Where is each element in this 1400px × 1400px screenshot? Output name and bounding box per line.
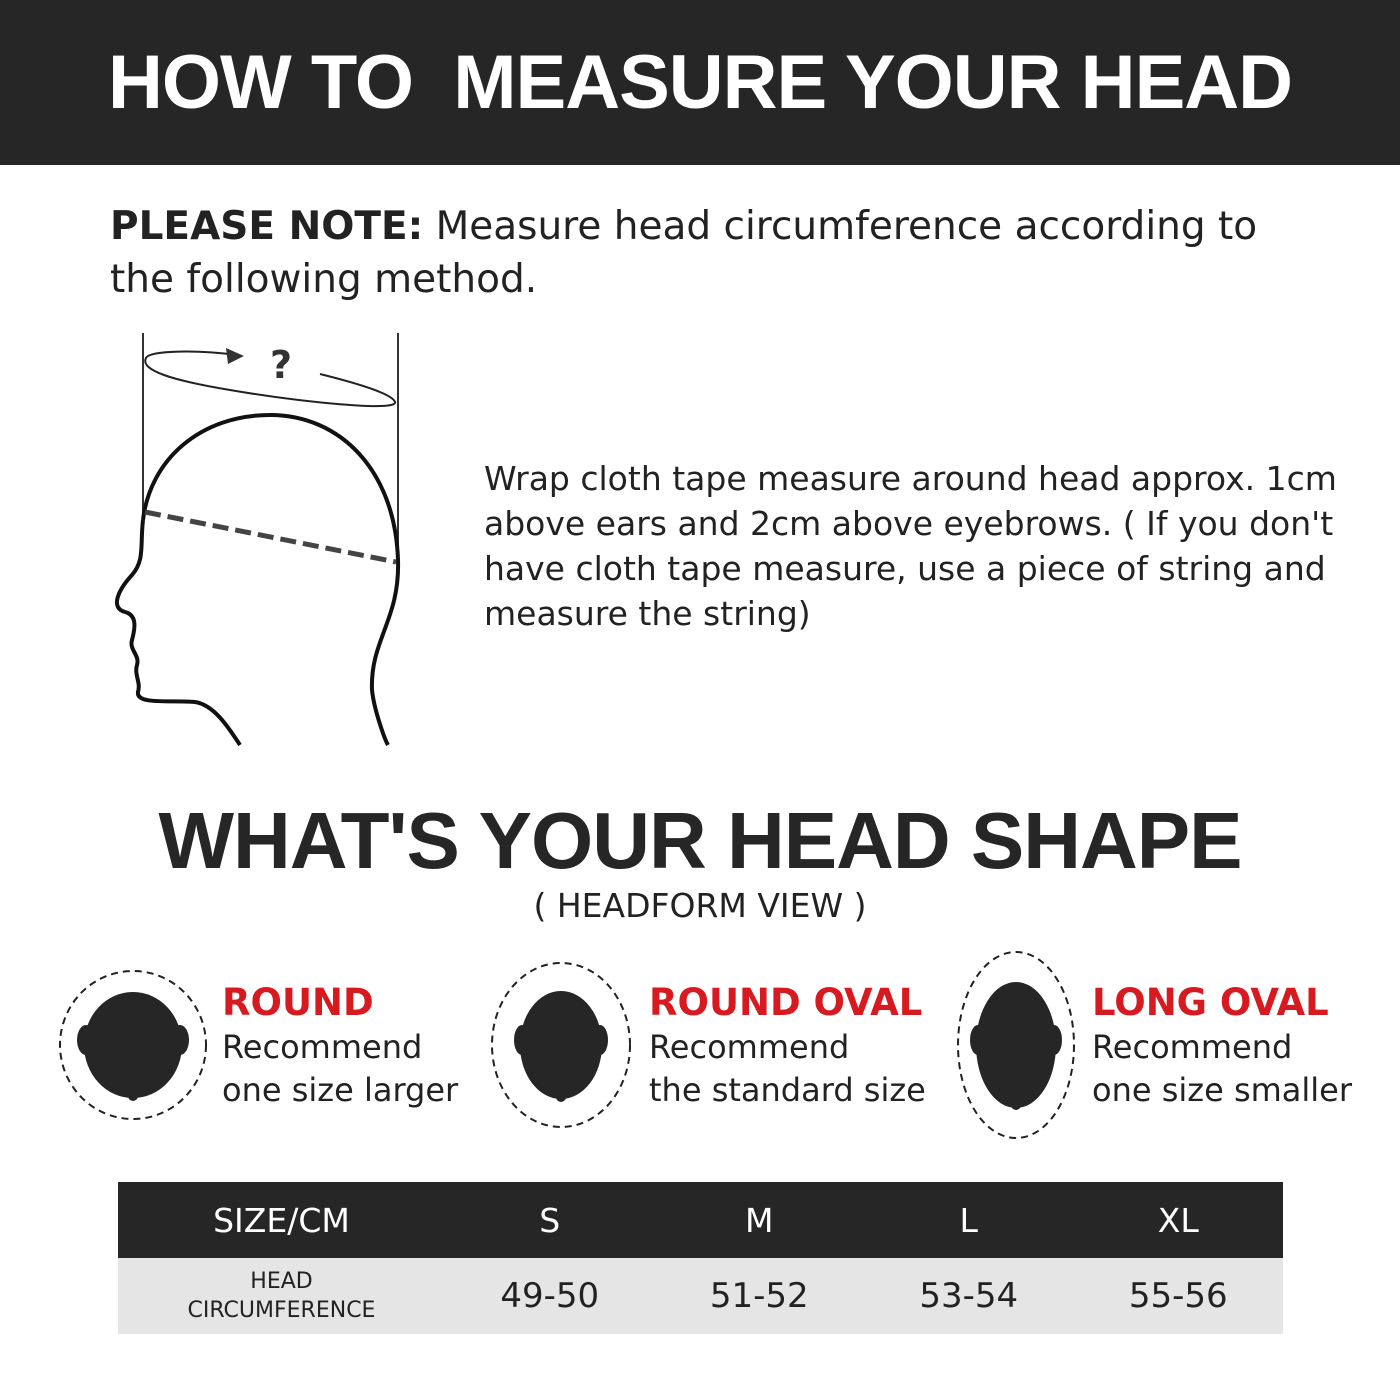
note-label: PLEASE NOTE:: [110, 204, 424, 249]
shape-name: ROUND: [222, 981, 374, 1024]
table-header-row: SIZE/CM S M L XL: [118, 1182, 1283, 1258]
head-measure-diagram: ?: [114, 333, 401, 747]
page-title: HOW TO MEASURE YOUR HEAD: [107, 40, 1293, 125]
row-label-line: HEAD: [250, 1269, 313, 1294]
shape-desc-1: Recommend: [222, 1028, 423, 1066]
column-header: SIZE/CM: [118, 1182, 445, 1258]
round-head-icon: [59, 970, 207, 1120]
round-oval-head-icon: [491, 962, 631, 1128]
shape-desc-2: one size smaller: [1092, 1071, 1353, 1109]
table-cell: 51-52: [654, 1258, 864, 1334]
table-cell: 49-50: [445, 1258, 655, 1334]
shape-desc-1: Recommend: [649, 1028, 850, 1066]
shape-name: ROUND OVAL: [649, 981, 923, 1024]
size-table: SIZE/CM S M L XL HEAD CIRCUMFERENCE 49-50…: [118, 1182, 1283, 1334]
table-row: HEAD CIRCUMFERENCE 49-50 51-52 53-54 55-5…: [118, 1258, 1283, 1334]
table-cell: 53-54: [864, 1258, 1074, 1334]
shape-round: ROUND Recommend one size larger: [222, 980, 458, 1112]
column-header: S: [445, 1182, 655, 1258]
column-header: XL: [1073, 1182, 1283, 1258]
column-header: M: [654, 1182, 864, 1258]
shape-long-oval: LONG OVAL Recommend one size smaller: [1092, 980, 1352, 1112]
question-mark: ?: [270, 343, 292, 387]
long-oval-head-icon: [957, 951, 1075, 1139]
arrow-icon: [226, 348, 244, 364]
row-label-line: CIRCUMFERENCE: [187, 1298, 376, 1323]
row-label: HEAD CIRCUMFERENCE: [118, 1258, 445, 1334]
shape-desc-1: Recommend: [1092, 1028, 1293, 1066]
instructions-text: Wrap cloth tape measure around head appr…: [484, 459, 1337, 633]
note-text: Measure head circumference according to …: [110, 204, 1258, 302]
shape-round-oval: ROUND OVAL Recommend the standard size: [649, 980, 926, 1112]
column-header: L: [864, 1182, 1074, 1258]
head-shape-title: WHAT'S YOUR HEAD SHAPE: [158, 796, 1242, 885]
table-cell: 55-56: [1073, 1258, 1283, 1334]
header-bar: HOW TO MEASURE YOUR HEAD: [0, 0, 1400, 165]
shape-desc-2: one size larger: [222, 1071, 459, 1109]
head-shape-subtitle: ( HEADFORM VIEW ): [533, 886, 867, 925]
shape-name: LONG OVAL: [1092, 981, 1329, 1024]
note: PLEASE NOTE: Measure head circumference …: [110, 200, 1330, 306]
shape-desc-2: the standard size: [649, 1071, 926, 1109]
